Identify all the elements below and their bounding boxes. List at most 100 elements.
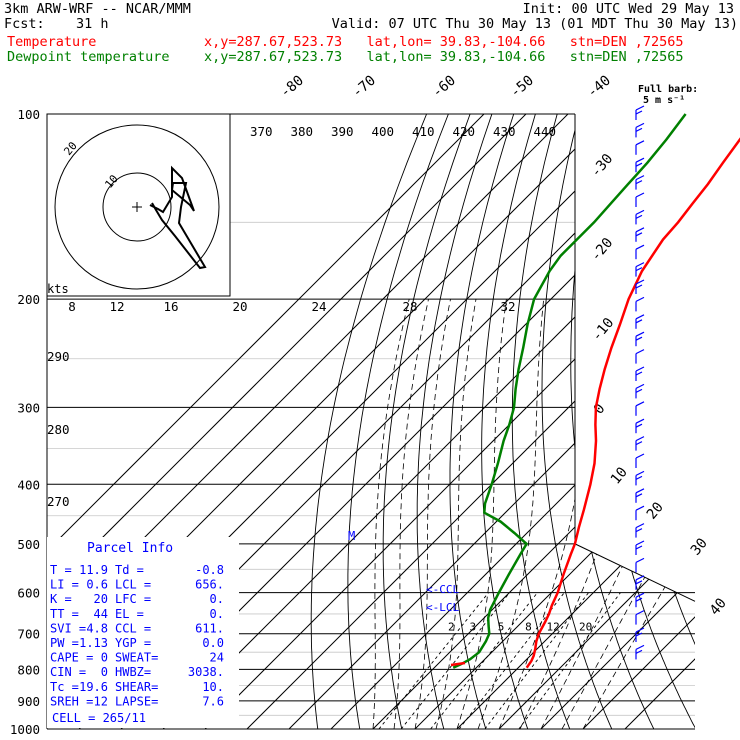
mixing-ratio-label-3: 3 — [469, 621, 476, 634]
mixing-ratio-label-5: 5 — [498, 621, 505, 634]
isotherm-10 — [456, 114, 695, 729]
barb-flag — [635, 331, 645, 337]
barb-flag — [635, 122, 645, 128]
wind-barb-19 — [635, 436, 645, 451]
sounding-profiles — [450, 113, 740, 669]
barb-flag — [635, 540, 645, 546]
theta-label-380: 380 — [291, 124, 314, 139]
wind-barb-2 — [635, 140, 645, 155]
barb-flag — [635, 418, 645, 424]
dry-adiabat-340 — [598, 114, 695, 729]
model-title: 3km ARW-WRF -- NCAR/MMM — [4, 1, 191, 17]
isotherm-label-6: -20 — [588, 235, 617, 265]
wind-barb-30 — [635, 627, 645, 642]
speed-label-8: 8 — [68, 299, 76, 314]
dry-adiabat-380 — [703, 114, 740, 729]
barb-flag — [635, 192, 645, 198]
barb-flag — [635, 470, 645, 476]
theta-e-label-290: 290 — [47, 349, 70, 364]
dry-adiabat-250 — [310, 114, 428, 729]
wind-barb-26 — [635, 557, 645, 573]
moist-adiabat-25 — [519, 299, 649, 729]
barb-half — [635, 336, 643, 341]
barb-flag — [635, 610, 645, 616]
moist-adiabat-40 — [582, 298, 695, 729]
barb-flag — [635, 644, 645, 650]
theta-label-400: 400 — [372, 124, 395, 139]
pressure-label-700: 700 — [17, 627, 40, 642]
hodograph-frame — [46, 113, 231, 297]
barb-half — [635, 632, 643, 637]
wind-barb-11 — [635, 296, 645, 312]
parcel-label-a-5: PW = — [50, 636, 79, 650]
isotherm-label-4: -40 — [584, 73, 614, 102]
wind-barb-10 — [635, 279, 645, 294]
wind-barb-28 — [635, 592, 645, 608]
hodograph-units: kts — [47, 282, 69, 296]
parcel-label-b-7: HWBZ= — [115, 665, 151, 679]
pressure-label-200: 200 — [17, 292, 40, 307]
ccl-annotation: <-CCL — [426, 583, 459, 596]
wind-barb-1 — [635, 122, 645, 138]
parcel-value-a-9: 12 — [94, 694, 108, 708]
barb-half — [635, 545, 643, 550]
parcel-value-b-1: 656. — [195, 578, 224, 592]
barb-flag — [635, 436, 645, 442]
barb-half — [635, 214, 643, 219]
barb-flag — [635, 262, 645, 268]
moist-adiabat-5 — [435, 299, 477, 729]
isotherm--130 — [47, 114, 485, 729]
isotherm-label-3: -50 — [507, 73, 537, 102]
right-diagonal-edge — [574, 543, 696, 602]
wind-barb-22 — [635, 488, 645, 503]
moist-adiabat--10 — [372, 299, 410, 729]
isotherm-40 — [582, 114, 695, 729]
barb-half — [635, 649, 643, 654]
barb-legend-title: Full barb: — [638, 84, 698, 95]
theta-label-440: 440 — [534, 124, 557, 139]
parcel-value-b-2: 0. — [210, 592, 224, 606]
dry-adiabat-300 — [481, 114, 536, 729]
barb-half — [635, 284, 643, 289]
isotherm-label-8: 0 — [591, 401, 609, 418]
valid-time: Valid: 07 UTC Thu 30 May 13 (01 MDT Thu … — [331, 16, 738, 32]
theta-label-370: 370 — [250, 124, 273, 139]
legend-dewpoint-info: x,y=287.67,523.73 lat,lon= 39.83,-104.66… — [204, 49, 684, 65]
parcel-value-a-1: 0.6 — [86, 578, 108, 592]
parcel-label-a-1: LI = — [50, 578, 79, 592]
barb-flag — [635, 453, 645, 459]
barb-half — [635, 493, 643, 498]
speed-label-24: 24 — [311, 299, 326, 314]
barb-half — [635, 267, 643, 272]
wind-barbs: Full barb:5 m s⁻¹ — [635, 84, 698, 660]
isotherm-label-9: 10 — [608, 464, 631, 487]
hodograph-ring-20 — [54, 124, 220, 290]
pressure-label-1000: 1000 — [10, 722, 40, 737]
barb-half — [635, 597, 643, 602]
wind-barb-0 — [635, 105, 645, 120]
theta-e-label-280: 280 — [47, 422, 70, 437]
moist-adiabat-20 — [498, 299, 591, 729]
wind-barb-3 — [635, 157, 645, 173]
wind-barb-20 — [635, 453, 645, 468]
barb-flag — [635, 383, 645, 389]
hodograph-trace — [149, 165, 207, 270]
barb-half — [635, 371, 643, 376]
theta-label-420: 420 — [453, 124, 476, 139]
wind-barb-21 — [635, 470, 645, 486]
isotherm--50 — [204, 114, 695, 729]
barb-flag — [635, 244, 645, 250]
parcel-panel-bg — [47, 537, 239, 728]
parcel-label-b-4: CCL = — [115, 621, 151, 635]
mixing-ratio-label-12: 12 — [546, 621, 559, 634]
barb-half — [635, 110, 643, 115]
barb-half — [635, 528, 643, 533]
barb-flag — [635, 488, 645, 494]
parcel-label-b-5: YGP = — [115, 636, 151, 650]
pressure-label-400: 400 — [17, 477, 40, 492]
dry-adiabat-370 — [677, 114, 695, 729]
barb-flag — [635, 209, 645, 215]
dry-adiabat-350 — [625, 114, 695, 729]
mixing-ratio-label-20: 20 — [579, 621, 592, 634]
barb-legend-value: 5 m s⁻¹ — [643, 95, 685, 106]
